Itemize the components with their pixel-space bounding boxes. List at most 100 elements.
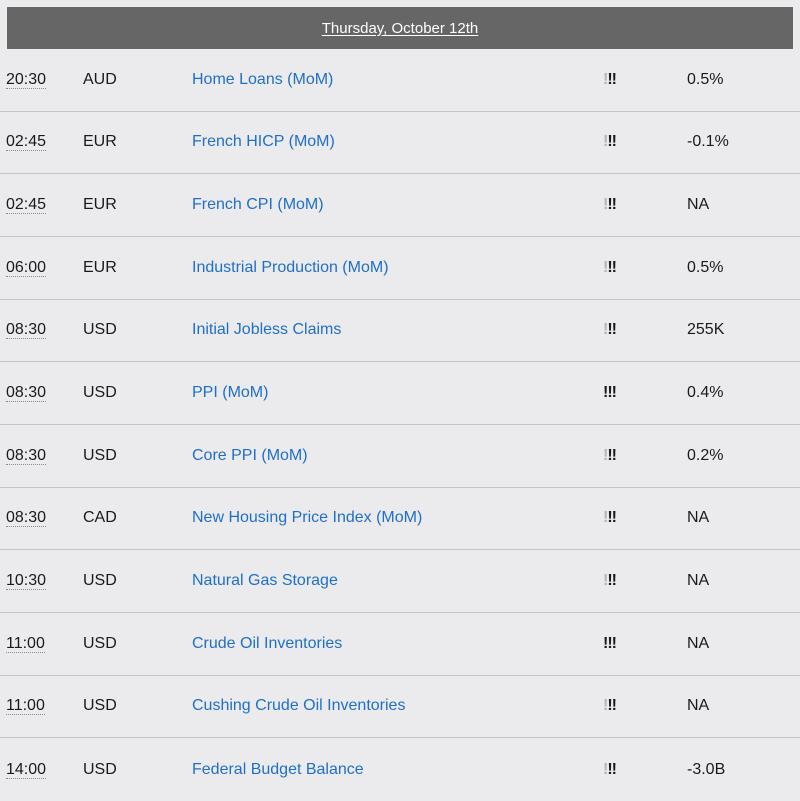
- event-link[interactable]: Core PPI (MoM): [192, 446, 308, 464]
- event-value: NA: [687, 634, 710, 652]
- event-value: 0.4%: [687, 384, 724, 402]
- event-currency: AUD: [83, 70, 117, 88]
- calendar-day-header: Thursday, October 12th: [7, 7, 793, 49]
- event-name-cell: Initial Jobless Claims: [192, 300, 341, 362]
- event-row: 02:45 EUR French CPI (MoM)!!! NA: [0, 174, 800, 237]
- event-name-cell: New Housing Price Index (MoM): [192, 488, 422, 550]
- event-link[interactable]: Federal Budget Balance: [192, 760, 364, 778]
- event-currency: EUR: [83, 258, 117, 276]
- event-value: 255K: [687, 321, 725, 339]
- event-currency: CAD: [83, 509, 117, 527]
- event-name-cell: Crude Oil Inventories: [192, 613, 342, 675]
- event-link[interactable]: Crude Oil Inventories: [192, 634, 343, 652]
- event-link[interactable]: New Housing Price Index (MoM): [192, 509, 423, 527]
- event-value: 0.5%: [687, 258, 724, 276]
- event-importance: !!!: [603, 425, 617, 487]
- event-name-cell: Industrial Production (MoM): [192, 237, 389, 299]
- importance-inactive-mark: !: [603, 697, 608, 715]
- event-link[interactable]: Industrial Production (MoM): [192, 258, 389, 276]
- importance-marks: !!: [607, 70, 617, 88]
- event-link[interactable]: French CPI (MoM): [192, 196, 324, 214]
- event-link[interactable]: French HICP (MoM): [192, 133, 335, 151]
- importance-marks: !!!: [603, 634, 617, 652]
- event-importance: !!!: [603, 237, 617, 299]
- event-row: 08:30 USD Core PPI (MoM)!!! 0.2%: [0, 425, 800, 488]
- event-importance: !!!: [603, 738, 617, 801]
- event-importance: !!!: [603, 613, 617, 675]
- event-link[interactable]: Initial Jobless Claims: [192, 321, 342, 339]
- event-name-cell: French CPI (MoM): [192, 174, 324, 236]
- importance-marks: !!: [607, 321, 617, 339]
- event-time[interactable]: 06:00: [6, 258, 47, 277]
- event-time[interactable]: 08:30: [6, 446, 47, 465]
- importance-inactive-mark: !: [603, 70, 608, 88]
- event-value: NA: [687, 509, 710, 527]
- event-importance: !!!: [603, 300, 617, 362]
- event-row: 06:00 EUR Industrial Production (MoM)!!! 0.…: [0, 237, 800, 300]
- event-time-cell: 08:30: [6, 362, 47, 424]
- event-time[interactable]: 02:45: [6, 196, 47, 215]
- event-time-cell: 08:30: [6, 425, 47, 487]
- event-name-cell: Federal Budget Balance: [192, 738, 364, 801]
- event-row: 10:30 USD Natural Gas Storage!!! NA: [0, 550, 800, 613]
- event-row: 08:30 USD Initial Jobless Claims!!! 255K: [0, 300, 800, 363]
- event-value: NA: [687, 196, 710, 214]
- importance-marks: !!: [607, 509, 617, 527]
- event-importance: !!!: [603, 488, 617, 550]
- event-currency: USD: [83, 446, 117, 464]
- importance-inactive-mark: !: [603, 133, 608, 151]
- event-value: -3.0B: [687, 760, 726, 778]
- event-time[interactable]: 14:00: [6, 760, 47, 779]
- event-time[interactable]: 02:45: [6, 133, 47, 152]
- event-row: 08:30 CAD New Housing Price Index (MoM)!!!…: [0, 488, 800, 551]
- importance-inactive-mark: !: [603, 258, 608, 276]
- event-time-cell: 08:30: [6, 488, 47, 550]
- event-time[interactable]: 11:00: [6, 634, 45, 653]
- event-currency: USD: [83, 384, 117, 402]
- event-value: 0.5%: [687, 70, 724, 88]
- event-value: NA: [687, 572, 710, 590]
- event-name-cell: Core PPI (MoM): [192, 425, 308, 487]
- importance-inactive-mark: !: [603, 196, 608, 214]
- importance-inactive-mark: !: [603, 321, 608, 339]
- event-currency: USD: [83, 321, 117, 339]
- importance-inactive-mark: !: [603, 572, 608, 590]
- event-time-cell: 20:30: [6, 49, 47, 111]
- event-row: 02:45 EUR French HICP (MoM)!!! -0.1%: [0, 112, 800, 175]
- importance-inactive-mark: !: [603, 509, 608, 527]
- event-link[interactable]: Cushing Crude Oil Inventories: [192, 697, 406, 715]
- event-value: 0.2%: [687, 446, 724, 464]
- event-time-cell: 06:00: [6, 237, 47, 299]
- event-time[interactable]: 08:30: [6, 509, 47, 528]
- event-currency: USD: [83, 572, 117, 590]
- importance-marks: !!: [607, 133, 617, 151]
- event-row: 08:30 USD PPI (MoM)!!! 0.4%: [0, 362, 800, 425]
- event-importance: !!!: [603, 112, 617, 174]
- event-importance: !!!: [603, 362, 617, 424]
- event-row: 11:00 USD Crude Oil Inventories!!! NA: [0, 613, 800, 676]
- event-link[interactable]: Natural Gas Storage: [192, 572, 338, 590]
- importance-inactive-mark: !: [603, 760, 608, 778]
- event-time[interactable]: 08:30: [6, 384, 47, 403]
- event-time[interactable]: 11:00: [6, 697, 45, 716]
- event-value: -0.1%: [687, 133, 729, 151]
- importance-inactive-mark: !: [603, 446, 608, 464]
- importance-marks: !!: [607, 760, 617, 778]
- importance-marks: !!: [607, 196, 617, 214]
- event-currency: EUR: [83, 133, 117, 151]
- event-link[interactable]: PPI (MoM): [192, 384, 269, 402]
- importance-marks: !!: [607, 572, 617, 590]
- event-time-cell: 11:00: [6, 676, 45, 738]
- event-name-cell: Natural Gas Storage: [192, 550, 338, 612]
- event-row: 11:00 USD Cushing Crude Oil Inventories!!!…: [0, 676, 800, 739]
- event-importance: !!!: [603, 49, 617, 111]
- event-row: 20:30 AUD Home Loans (MoM)!!! 0.5%: [0, 49, 800, 112]
- event-time[interactable]: 08:30: [6, 321, 47, 340]
- economic-events-list: 20:30 AUD Home Loans (MoM)!!! 0.5% 02:45 EUR F…: [0, 49, 800, 801]
- event-time[interactable]: 20:30: [6, 70, 47, 89]
- importance-marks: !!: [607, 697, 617, 715]
- event-time[interactable]: 10:30: [6, 572, 47, 591]
- event-link[interactable]: Home Loans (MoM): [192, 70, 334, 88]
- event-time-cell: 11:00: [6, 613, 45, 675]
- event-time-cell: 02:45: [6, 112, 47, 174]
